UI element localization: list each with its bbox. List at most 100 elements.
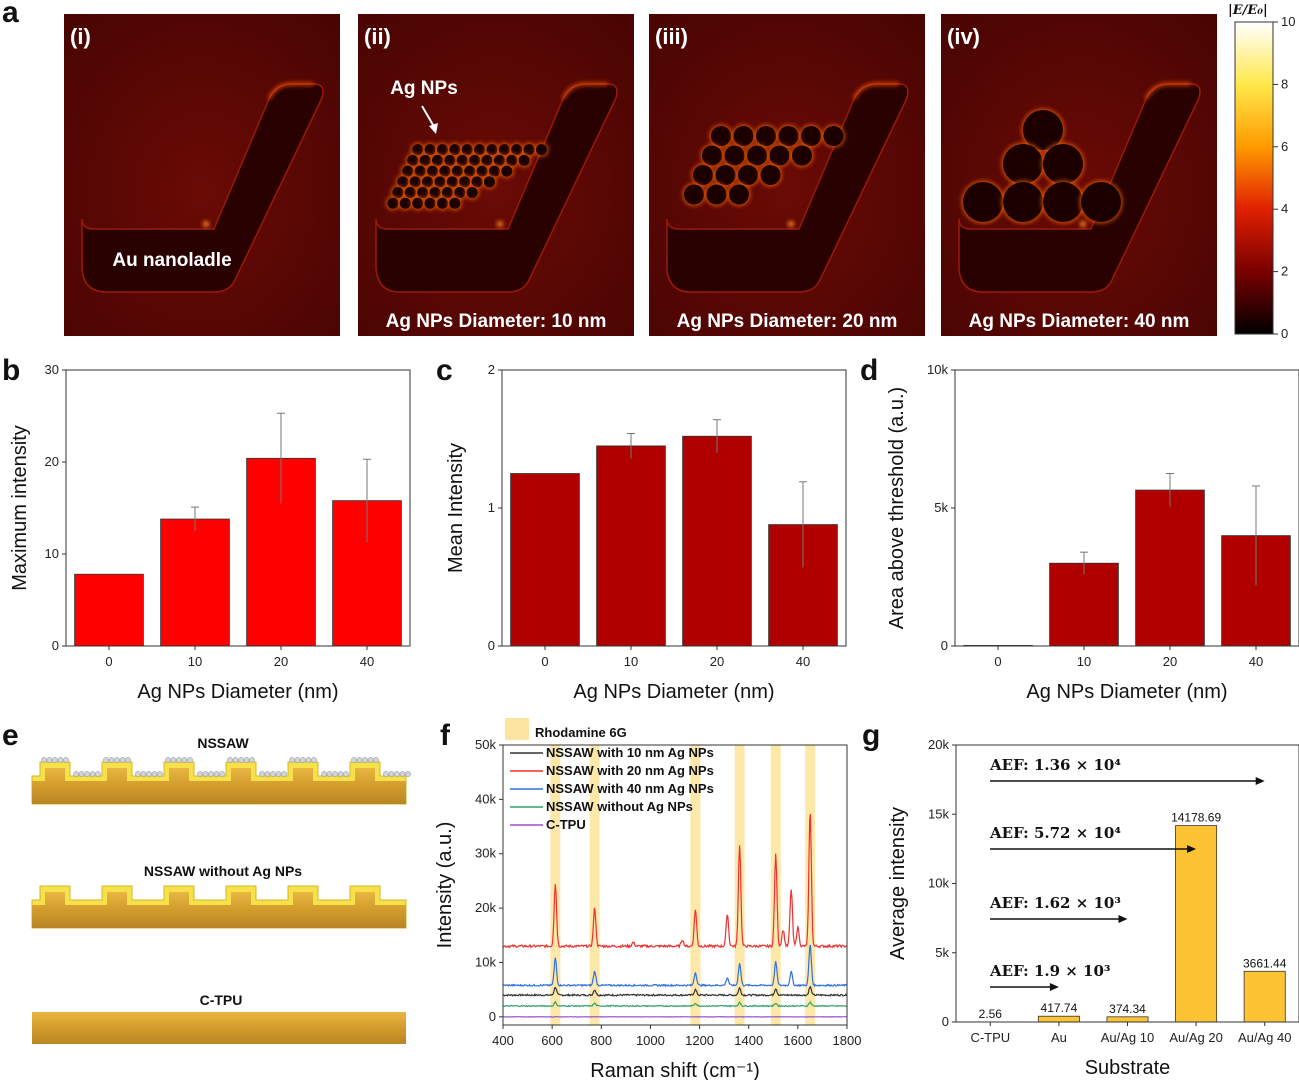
ag-np-dot bbox=[108, 757, 115, 763]
ag-np-dot bbox=[373, 757, 379, 763]
ag-np bbox=[417, 187, 429, 199]
ag-np bbox=[778, 126, 799, 146]
ag-np bbox=[449, 144, 461, 156]
ag-np bbox=[451, 165, 463, 177]
ag-np-dot bbox=[170, 757, 177, 763]
x-tick-label: 0 bbox=[105, 654, 112, 669]
ag-np bbox=[963, 182, 1003, 222]
series-line-3 bbox=[502, 1000, 847, 1008]
aef-arrowhead bbox=[1255, 777, 1265, 785]
hotspot bbox=[497, 221, 503, 227]
panel-label-f: f bbox=[440, 719, 451, 752]
bar-10 bbox=[1049, 562, 1119, 647]
ag-np bbox=[446, 176, 458, 188]
ag-np bbox=[429, 187, 441, 199]
ag-np bbox=[693, 165, 713, 185]
ag-np bbox=[407, 154, 419, 166]
ag-np-dot bbox=[388, 771, 395, 777]
ag-np bbox=[456, 154, 468, 166]
raman-band bbox=[589, 745, 600, 1025]
ag-np bbox=[738, 165, 758, 185]
ag-np bbox=[414, 165, 426, 177]
y-tick-label: 20 bbox=[45, 454, 59, 469]
ag-np bbox=[523, 144, 535, 156]
y-tick-label: 1 bbox=[488, 500, 495, 515]
ag-np-dot bbox=[63, 757, 69, 763]
ag-np bbox=[449, 197, 461, 209]
ag-np-dot bbox=[305, 757, 312, 763]
ag-np-dot bbox=[57, 757, 64, 763]
ag-np bbox=[412, 197, 424, 209]
substrate-label-ctpu: C-TPU bbox=[200, 992, 243, 1008]
panel-a-field-maps: (i) Au nanoladle (ii) Ag NPs Diameter: 10 n… bbox=[64, 14, 1217, 336]
ag-np-dot bbox=[356, 757, 363, 763]
x-tick-label: 1200 bbox=[685, 1033, 714, 1048]
edge-glow bbox=[1144, 82, 1191, 100]
panel-label-c: c bbox=[436, 354, 453, 387]
y-axis-label: Average intensity bbox=[887, 807, 909, 960]
subpanel-caption: Ag NPs Diameter: 10 nm bbox=[386, 311, 607, 332]
x-tick-label: 600 bbox=[541, 1033, 563, 1048]
subpanel-caption: Ag NPs Diameter: 40 nm bbox=[969, 311, 1190, 332]
colorbar-tick-label: 6 bbox=[1281, 139, 1288, 154]
field-map-3: (iii) Ag NPs Diameter: 20 nm bbox=[649, 14, 925, 336]
ag-np-dot bbox=[165, 757, 171, 763]
bar-auag40 bbox=[1243, 970, 1286, 1023]
ag-np-dot bbox=[135, 771, 141, 777]
x-tick-label: 1800 bbox=[833, 1033, 862, 1048]
ag-np bbox=[506, 154, 518, 166]
substrate-nssaw bbox=[31, 757, 411, 805]
field-map-1: (i) Au nanoladle bbox=[64, 14, 340, 336]
subpanel-caption: Ag NPs Diameter: 20 nm bbox=[677, 311, 898, 332]
ag-np-dot bbox=[213, 771, 220, 777]
ag-nps-annotation: Ag NPs bbox=[390, 78, 458, 99]
y-tick-label: 20k bbox=[928, 737, 949, 752]
ag-np bbox=[1043, 182, 1083, 222]
legend-label: NSSAW with 20 nm Ag NPs bbox=[546, 763, 714, 778]
legend-highlight-label: Rhodamine 6G bbox=[535, 725, 627, 740]
series-line-2 bbox=[502, 944, 847, 988]
y-tick-label: 15k bbox=[928, 806, 949, 821]
y-tick-label: 10k bbox=[928, 876, 949, 891]
y-tick-label: 30k bbox=[475, 846, 496, 861]
nanoladle-shape bbox=[81, 83, 324, 293]
colorbar-tick-label: 8 bbox=[1281, 76, 1288, 91]
ag-np-dot bbox=[275, 771, 282, 777]
series-line-4 bbox=[502, 1015, 847, 1018]
ag-np bbox=[1023, 110, 1063, 150]
legend-label: NSSAW with 10 nm Ag NPs bbox=[546, 745, 714, 760]
ag-np-dot bbox=[176, 757, 182, 763]
ag-np-dot bbox=[78, 771, 85, 777]
ag-np bbox=[419, 154, 431, 166]
y-tick-label: 5k bbox=[934, 500, 948, 515]
ag-np-dot bbox=[294, 757, 301, 763]
colorbar-tick-label: 4 bbox=[1281, 201, 1288, 216]
ag-np-dot bbox=[119, 757, 126, 763]
y-tick-label: 0 bbox=[52, 638, 59, 653]
ag-np-dot bbox=[73, 771, 79, 777]
value-label: 2.56 bbox=[979, 1007, 1003, 1021]
hotspot bbox=[788, 221, 794, 227]
ag-np-dot bbox=[238, 757, 244, 763]
ag-np bbox=[412, 144, 424, 156]
ag-np-dot bbox=[202, 771, 209, 777]
ag-np-dot bbox=[311, 757, 317, 763]
panel-label-a: a bbox=[2, 0, 19, 29]
hotspot bbox=[1080, 221, 1086, 227]
plot-frame bbox=[65, 369, 411, 647]
ag-np bbox=[387, 197, 399, 209]
ag-np bbox=[409, 176, 421, 188]
ag-np-dot bbox=[281, 771, 287, 777]
colorbar-tick-label: 0 bbox=[1281, 326, 1288, 341]
ag-np bbox=[441, 187, 453, 199]
x-tick-label: 1600 bbox=[783, 1033, 812, 1048]
ag-np-dot bbox=[208, 771, 214, 777]
panel-label-g: g bbox=[862, 719, 880, 752]
raman-band bbox=[690, 745, 701, 1025]
ag-np bbox=[432, 154, 443, 166]
value-label: 14178.69 bbox=[1171, 811, 1221, 825]
ag-np-dot bbox=[181, 757, 188, 763]
bar-20 bbox=[1135, 489, 1205, 647]
ag-np bbox=[488, 165, 500, 177]
